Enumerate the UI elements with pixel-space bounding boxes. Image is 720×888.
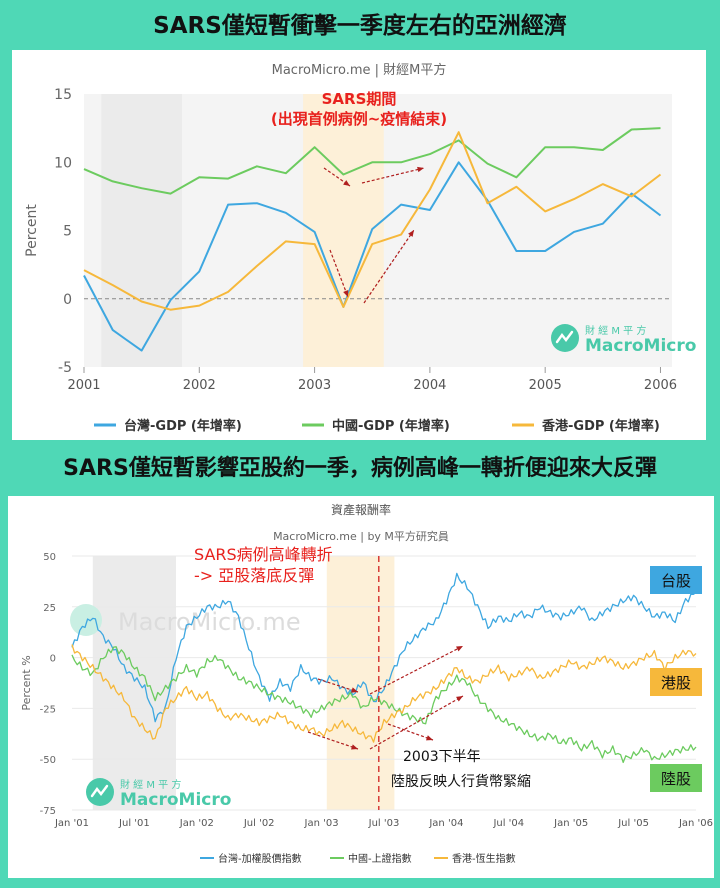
note-line2: 陸股反映人行貨幣緊縮 [391,773,531,790]
x-tick-label: Jan '03 [304,818,339,829]
y-tick-label: 0 [50,654,56,665]
chart-source: MacroMicro.me | by M平方研究員 [273,529,449,543]
arrow-3 [387,723,434,741]
label-box-hongkong [650,668,702,696]
logo-big-text: MacroMicro [585,336,696,356]
label-text-hongkong: 港股 [661,674,691,692]
arrow-2 [307,731,359,750]
gdp-chart-panel: 15 10 5 0 -5 2001 2002 2003 2004 2005 2006 Percent M… [12,50,706,440]
logo-small-text: 財 經 M 平 方 [120,778,181,791]
legend-label: 台灣-加權股價指數 [218,852,302,865]
series-line-0 [71,572,697,723]
x-tick-label: 2006 [644,378,677,393]
x-tick-label: 2003 [298,378,331,393]
legend-label: 香港-恆生指數 [452,852,516,865]
series-line-1 [71,646,697,764]
legend-label: 香港-GDP (年增率) [541,418,660,434]
chart-source: MacroMicro.me | 財經M平方 [272,62,447,78]
arrow-1-head [351,687,358,693]
logo-chart-icon [555,330,574,344]
top-title: SARS僅短暫衝擊一季度左右的亞洲經濟 [153,13,567,39]
logo-chart-icon [90,784,109,798]
y-tick-label: -75 [40,806,56,817]
logo-big-text: MacroMicro [120,790,231,810]
y-tick-label: -5 [58,360,72,376]
y-tick-label: 25 [43,603,56,614]
x-tick-label: Jan '01 [54,818,89,829]
y-tick-label: 50 [43,552,56,563]
annotation-line2: (出現首例病例~疫情結束) [271,110,447,128]
y-axis-label: Percent [24,204,40,257]
arrow-3-head [426,735,433,741]
arrow-5-head [456,696,463,702]
bottom-title: SARS僅短暫影響亞股約一季，病例高峰一轉折便迎來大反彈 [63,456,657,481]
arrow-down-2-head [343,290,349,297]
x-tick-label: 2001 [67,378,100,393]
sars-period-band [303,94,384,367]
gdp-chart: 15 10 5 0 -5 2001 2002 2003 2004 2005 2006 Percent M… [24,62,696,434]
x-tick-label: Jan '04 [428,818,463,829]
x-tick-label: Jul '04 [492,818,524,829]
arrow-up-1-head [417,166,424,173]
x-tick-label: Jul '01 [118,818,150,829]
label-text-china: 陸股 [661,770,691,788]
arrow-down-1-head [343,180,350,186]
label-box-taiwan [650,566,702,594]
label-text-taiwan: 台股 [661,572,691,590]
x-tick-label: 2005 [529,378,562,393]
x-tick-label: Jul '05 [617,818,649,829]
note-line1: 2003下半年 [403,749,481,765]
arrow-1 [317,678,359,693]
y-tick-label: 15 [54,87,72,103]
arrow-4-head [456,646,463,652]
chart-title: 資產報酬率 [331,502,391,517]
x-tick-label: Jul '02 [243,818,275,829]
annotation-line2: -> 亞股落底反彈 [194,566,314,585]
y-axis-label: Percent % [20,655,33,710]
legend-label: 中國-GDP (年增率) [332,418,450,434]
legend-label: 中國-上證指數 [348,852,412,865]
y-tick-label: -50 [40,755,56,766]
x-tick-label: 2002 [183,378,216,393]
arrow-up-2-head [408,230,414,237]
legend-label: 台灣-GDP (年增率) [124,418,242,434]
annotation-line1: SARS期間 [322,90,397,108]
label-box-china [650,764,702,792]
x-tick-label: Jan '02 [179,818,214,829]
y-tick-label: -25 [40,704,56,715]
series-line-2 [71,644,697,743]
y-tick-label: 0 [63,292,72,308]
series-line-2 [83,131,662,311]
logo-small-text: 財 經 M 平 方 [585,324,646,337]
x-tick-label: 2004 [413,378,446,393]
arrow-5 [369,695,464,750]
watermark-circle [70,604,102,636]
arrow-down-2 [329,249,349,298]
series-line-0 [83,161,662,352]
recession-band [101,94,182,367]
series-line-1 [83,127,661,195]
x-tick-label: Jan '05 [553,818,588,829]
stock-chart-panel: 50 25 0 -25 -50 -75 Jan '01 Jul '01 Jan '02 Jul '… [8,496,714,878]
arrow-up-1 [361,167,425,184]
y-tick-label: 5 [63,224,72,240]
annotation-line1: SARS病例高峰轉折 [194,545,333,564]
recession-band [92,556,176,810]
watermark-text: MacroMicro.me [118,608,301,636]
arrow-4 [369,645,464,695]
arrow-2-head [351,744,358,750]
x-tick-label: Jul '03 [368,818,400,829]
y-tick-label: 10 [54,155,72,171]
x-tick-label: Jan '06 [678,818,713,829]
sars-period-band [326,556,395,810]
